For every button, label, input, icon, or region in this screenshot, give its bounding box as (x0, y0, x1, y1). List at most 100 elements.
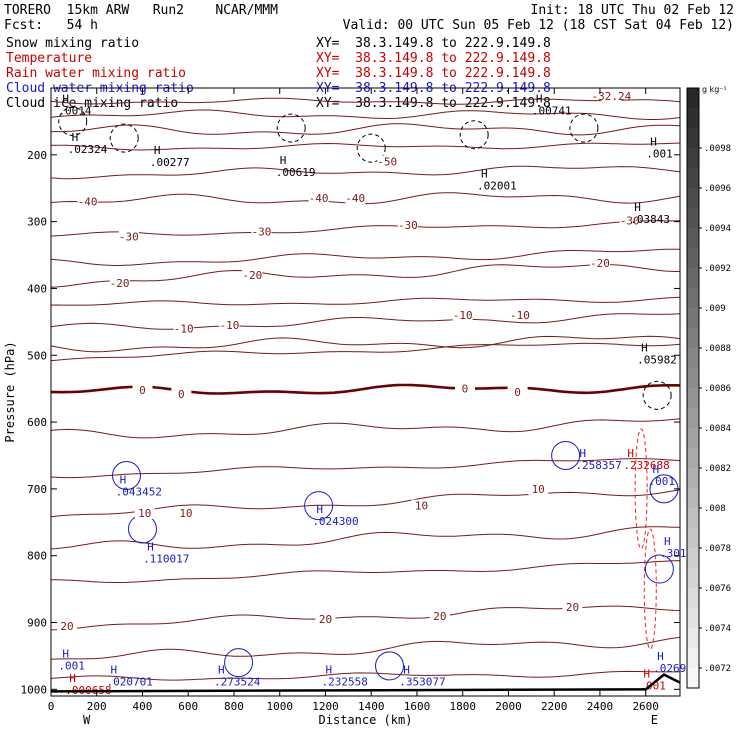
isotherm-line (50, 526, 681, 550)
temperature-label-mask (429, 609, 450, 622)
temperature-label: 0 (139, 384, 146, 397)
colorbar-cell (687, 328, 699, 349)
colorbar-label: .008 (704, 504, 726, 514)
temperature-label-mask (175, 506, 196, 519)
extremum-marker: H (325, 663, 332, 676)
isotherm-line (50, 489, 681, 518)
x-tick-label: 2200 (541, 700, 568, 713)
cloud_water-contour (111, 461, 141, 491)
isotherm-line (50, 220, 681, 237)
y-tick-label: 500 (27, 349, 47, 362)
isotherm-line (50, 296, 681, 306)
isotherm-line (50, 192, 681, 205)
temperature-label: -20 (110, 277, 130, 290)
y-tick-label: 700 (27, 483, 47, 496)
temperature-label-mask (118, 230, 139, 243)
colorbar-cell (687, 428, 699, 449)
colorbar-cell (687, 488, 699, 509)
temperature-label: -30 (398, 219, 418, 232)
snow-contour (569, 113, 599, 143)
colorbar-units: g kg⁻¹ (702, 85, 727, 94)
temperature-label: 20 (566, 601, 579, 614)
isotherm-line (50, 264, 681, 288)
field-rain: Rain water mixing ratio (6, 66, 187, 81)
hydrometeor-contours (58, 106, 679, 681)
colorbar-cell (687, 588, 699, 609)
extremum-value: .3017 (660, 547, 693, 560)
temperature-label-mask (109, 277, 130, 290)
extremum-value: .258357 (575, 459, 621, 472)
isotherm-line (50, 142, 681, 151)
x-tick-label: 1400 (358, 700, 385, 713)
y-tick-label: 900 (27, 617, 47, 630)
plot-frame (50, 87, 681, 697)
extremum-value: .00277 (150, 156, 190, 169)
isotherm-line (50, 605, 681, 631)
colorbar-cell (687, 548, 699, 569)
colorbar-cell (687, 528, 699, 549)
extremum-value: .110017 (143, 552, 189, 565)
extremum-value: .02697 (653, 662, 693, 675)
x-tick-label: 200 (87, 700, 107, 713)
cloud_water-contour (375, 651, 405, 681)
temperature-label: -30 (251, 226, 271, 239)
temperature-label-mask (562, 601, 583, 614)
temperature-label: 10 (179, 507, 192, 520)
temperature-label-mask (528, 482, 549, 495)
temperature-label-mask (308, 192, 329, 205)
extremum-marker: H (316, 503, 323, 516)
temperature-label-mask (509, 309, 530, 322)
field-cloud-ice-xy: XY= 38.3.149.8 to 222.9.149.8 (316, 96, 551, 111)
isotherm-line (51, 123, 681, 136)
isotherm-zero-line (51, 383, 681, 395)
snow-contour (109, 123, 139, 153)
extremum-marker: H (280, 154, 287, 167)
temperature-label: 20 (60, 620, 73, 633)
temperature-label-mask (589, 257, 610, 270)
cloud_water-contour (304, 491, 334, 521)
temperature-label: -40 (309, 192, 329, 205)
temperature-label-mask (507, 386, 528, 398)
colorbar-label: .0086 (704, 384, 731, 394)
extremum-marker: H (643, 667, 650, 680)
y-tick-label: 800 (27, 550, 47, 563)
colorbar-cell (687, 228, 699, 249)
colorbar-cell (687, 88, 699, 109)
colorbar-cell (687, 608, 699, 629)
temperature-contours (50, 97, 681, 681)
temperature-label-mask (411, 499, 432, 512)
x-axis-label: Distance (km) (319, 713, 413, 727)
temperature-label-mask (619, 214, 640, 227)
extremum-marker: H (120, 474, 127, 487)
extremum-value: .232688 (623, 459, 669, 472)
forecast-hour: Fcst: 54 h (4, 18, 98, 33)
colorbar-label: .009 (704, 304, 726, 314)
extremum-value: .02001 (477, 180, 517, 193)
colorbar-cell (687, 128, 699, 149)
contour-labels: -40 -40 -40 -30 -30 -30 -30 -20 -20 -20 -10 -10 -10 -… (57, 90, 693, 697)
init-time: Init: 18 UTC Thu 02 Feb 12 (530, 3, 735, 18)
isotherm-line (50, 458, 681, 479)
y-tick-label: 1000 (21, 683, 48, 696)
field-temperature: Temperature (6, 51, 93, 66)
extremum-marker: H (657, 650, 664, 663)
extremum-value: .043452 (116, 486, 162, 499)
temperature-label: -40 (345, 192, 365, 205)
extremum-marker: H (653, 463, 660, 476)
y-tick-label: 400 (27, 282, 47, 295)
x-tick-label: 1200 (312, 700, 339, 713)
extremum-value: .00619 (276, 166, 316, 179)
temperature-label: 20 (319, 613, 332, 626)
temperature-label-mask (377, 155, 398, 168)
colorbar-cell (687, 188, 699, 209)
extremum-value: .024300 (312, 515, 358, 528)
extremum-value: .02324 (68, 143, 108, 156)
colorbar-label: .0072 (704, 664, 731, 674)
temperature-label: -10 (219, 319, 239, 332)
extremum-value: .001 (649, 475, 676, 488)
x-tick-label: 0 (48, 700, 55, 713)
isotherm-line (50, 670, 681, 681)
colorbar-cell (687, 108, 699, 129)
temperature-label-mask (452, 309, 473, 322)
